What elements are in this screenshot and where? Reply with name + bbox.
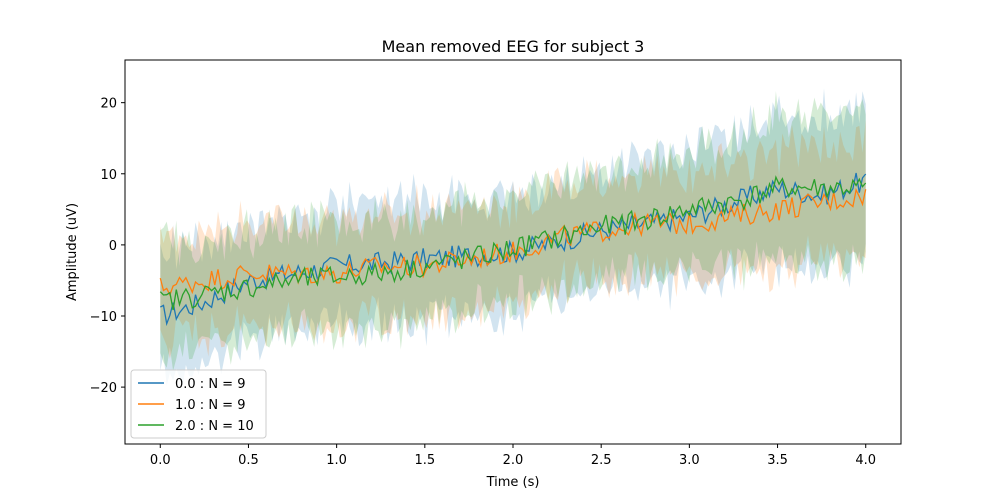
x-tick-label: 0.5 [238, 453, 259, 468]
chart-title: Mean removed EEG for subject 3 [382, 37, 645, 56]
x-tick-label: 1.0 [326, 453, 347, 468]
y-axis-ticks: −20 −10 0 10 20 [90, 97, 125, 396]
x-tick-label: 3.0 [679, 453, 700, 468]
series-lines [159, 172, 867, 327]
y-tick-label: −10 [90, 310, 117, 325]
y-tick-label: 10 [100, 168, 117, 183]
legend-box [130, 369, 267, 439]
legend: 0.0 : N = 9 1.0 : N = 9 2.0 : N = 10 [130, 369, 267, 439]
legend-label-2: 2.0 : N = 10 [175, 419, 254, 434]
x-axis-ticks: 0.0 0.5 1.0 1.5 2.0 2.5 3.0 3.5 4.0 [150, 444, 876, 468]
x-tick-label: 1.5 [414, 453, 435, 468]
legend-label-1: 1.0 : N = 9 [175, 398, 245, 413]
band-series-0 [160, 88, 866, 387]
line-series-1 [159, 187, 867, 297]
x-axis-label: Time (s) [486, 475, 540, 490]
band-series-2 [160, 91, 866, 371]
x-tick-label: 2.0 [503, 453, 524, 468]
y-tick-label: 20 [100, 97, 117, 112]
y-axis-label: Amplitude (uV) [65, 203, 80, 301]
line-series-0 [159, 172, 867, 327]
band-series-1 [160, 120, 866, 359]
line-series-2 [159, 175, 867, 311]
x-tick-label: 4.0 [855, 453, 876, 468]
y-tick-label: 0 [109, 239, 117, 254]
x-tick-label: 2.5 [591, 453, 612, 468]
x-tick-label: 0.0 [150, 453, 171, 468]
y-tick-label: −20 [90, 381, 117, 396]
confidence-bands [160, 88, 866, 387]
x-tick-label: 3.5 [767, 453, 788, 468]
legend-label-0: 0.0 : N = 9 [175, 377, 245, 392]
